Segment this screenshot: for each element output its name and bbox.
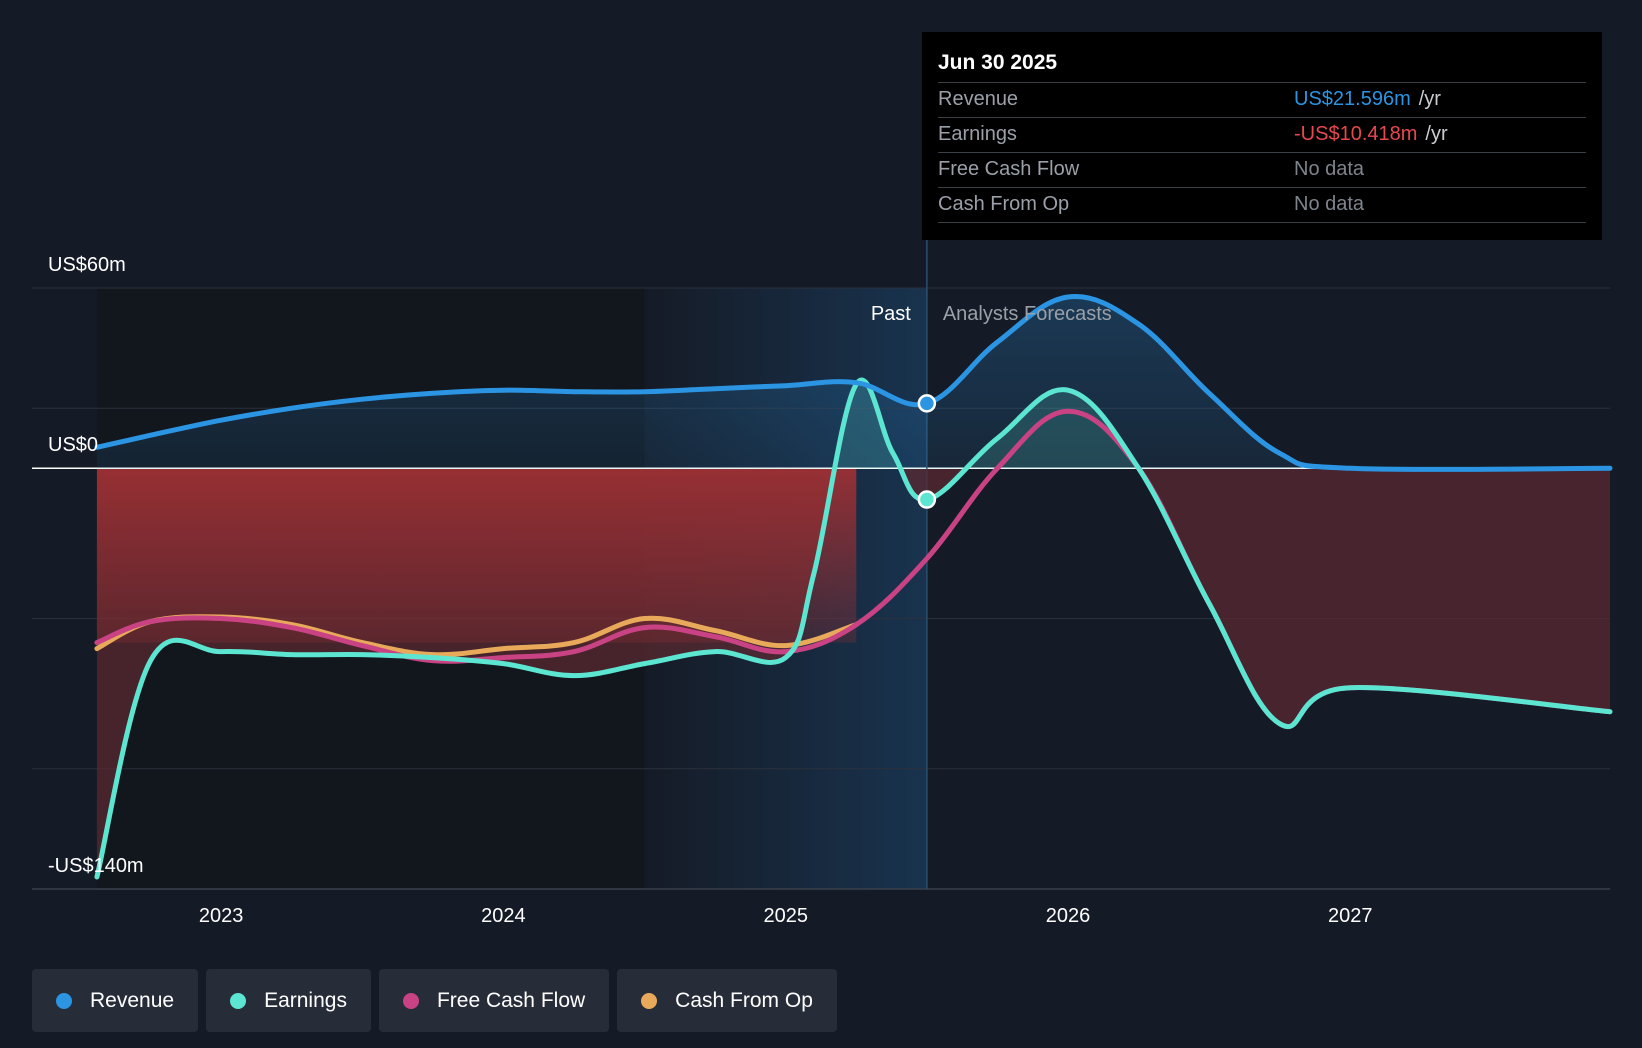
revenue-line [94, 294, 1613, 472]
tooltip-panel: Jun 30 2025 Revenue US$21.596m /yr Earni… [922, 32, 1602, 240]
legend-label: Earnings [264, 988, 347, 1012]
tooltip-row-revenue: Revenue US$21.596m /yr [938, 83, 1586, 118]
legend-label: Free Cash Flow [436, 988, 586, 1012]
tooltip-label: Free Cash Flow [938, 158, 1080, 180]
y-label-top: US$60m [48, 254, 126, 276]
earnings-loss-highlight [96, 469, 857, 643]
y-label-zero: US$0 [48, 434, 98, 456]
legend-dot-icon [230, 992, 247, 1009]
legend-item-cash-from-op[interactable]: Cash From Op [617, 969, 837, 1032]
tooltip-label: Cash From Op [938, 193, 1070, 215]
tooltip-label: Earnings [938, 123, 1017, 145]
earnings-positive-fill [96, 380, 1610, 469]
legend-dot-icon [402, 992, 419, 1009]
legend-label: Cash From Op [675, 988, 813, 1012]
legend-item-earnings[interactable]: Earnings [206, 969, 371, 1032]
tooltip-value: No data [1294, 158, 1365, 180]
y-label-bottom: -US$140m [48, 855, 144, 877]
tooltip-row-earnings: Earnings -US$10.418m /yr [938, 118, 1586, 153]
tooltip-value: US$21.596m [1294, 88, 1411, 110]
tooltip-unit: /yr [1425, 123, 1448, 145]
legend-dot-icon [641, 992, 658, 1009]
earnings-line [94, 377, 1613, 880]
legend-label: Revenue [90, 988, 175, 1012]
legend-item-revenue[interactable]: Revenue [32, 969, 199, 1032]
tooltip-value: No data [1294, 193, 1365, 215]
region-label-forecast: Analysts Forecasts [943, 303, 1112, 325]
x-tick-label: 2023 [199, 905, 244, 927]
x-tick-label: 2025 [763, 905, 808, 927]
legend-item-free-cash-flow[interactable]: Free Cash Flow [378, 969, 610, 1032]
tooltip-row-free-cash-flow: Free Cash Flow No data [938, 153, 1586, 188]
earnings-positive-area [96, 380, 1610, 469]
tooltip-label: Revenue [938, 88, 1019, 110]
x-tick-label: 2024 [481, 905, 526, 927]
tooltip-row-cash-from-op: Cash From Op No data [938, 188, 1586, 223]
region-label-past: Past [871, 303, 911, 325]
earnings-negative-area [96, 469, 1610, 877]
tooltip-value: -US$10.418m [1294, 123, 1418, 145]
earnings-marker [917, 490, 937, 509]
legend: Revenue Earnings Free Cash Flow Cash Fro… [32, 969, 837, 1032]
tooltip-date: Jun 30 2025 [938, 46, 1586, 83]
legend-dot-icon [56, 992, 72, 1009]
tooltip-unit: /yr [1418, 88, 1441, 110]
x-tick-label: 2027 [1328, 905, 1373, 927]
revenue-marker [917, 394, 937, 413]
x-tick-label: 2026 [1046, 905, 1091, 927]
